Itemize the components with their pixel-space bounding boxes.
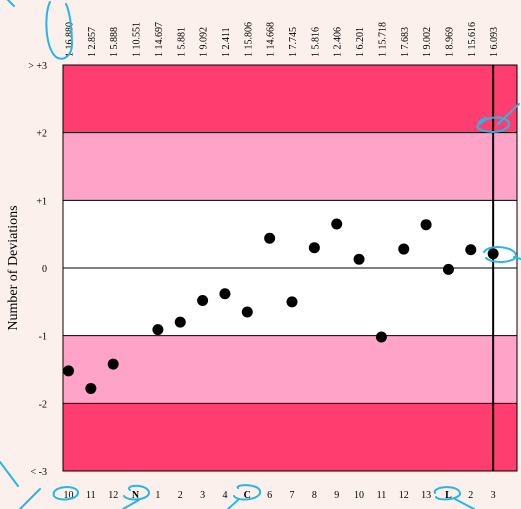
bottom-label: L xyxy=(445,490,452,501)
data-point xyxy=(241,306,253,318)
y-tick-label: +1 xyxy=(36,196,47,207)
bottom-label: 2 xyxy=(468,490,473,501)
data-point xyxy=(197,294,209,306)
data-point xyxy=(353,253,365,265)
current-point-circle xyxy=(483,246,518,263)
data-point xyxy=(420,219,432,231)
top-label: 1 15.806 xyxy=(243,22,254,57)
data-point xyxy=(286,296,298,308)
data-point xyxy=(308,242,320,254)
bottom-label: 8 xyxy=(312,490,317,501)
y-tick-label: -1 xyxy=(39,332,47,343)
top-label: 1 2.411 xyxy=(221,27,232,57)
data-point xyxy=(174,316,186,328)
top-label-circle xyxy=(45,1,74,60)
bottom-label: 13 xyxy=(421,490,431,501)
bottom-label: 10 xyxy=(354,490,364,501)
bottom-label: 11 xyxy=(86,490,96,501)
left-edge-stroke-2 xyxy=(0,461,19,487)
top-label: 1 6.201 xyxy=(355,27,366,57)
data-point xyxy=(152,324,164,336)
y-tick-label: < -3 xyxy=(31,467,47,478)
data-point xyxy=(63,365,74,377)
bottom-labels: 10 11 12 N 1 2 3 4 C 6 7 8 9 10 11 12 13 L 2 3 xyxy=(64,490,496,501)
top-label: 1 9.002 xyxy=(422,27,433,57)
data-point xyxy=(442,263,454,275)
band-4 xyxy=(63,403,517,471)
band-edge-circle xyxy=(476,116,510,133)
data-point xyxy=(487,248,499,260)
data-point xyxy=(398,243,410,255)
left-edge-stroke xyxy=(19,488,41,509)
top-label: 1 14.668 xyxy=(266,22,277,57)
top-label: 1 2.857 xyxy=(87,27,98,57)
top-label: 1 15.718 xyxy=(377,22,388,57)
current-point-stroke xyxy=(513,256,521,260)
n-label-circle xyxy=(123,484,150,501)
top-label: 1 5.816 xyxy=(310,27,321,57)
band-3 xyxy=(63,335,517,404)
bottom-label: 7 xyxy=(290,490,295,501)
data-point xyxy=(219,288,231,300)
band-0 xyxy=(63,65,517,133)
bottom-label: 6 xyxy=(267,490,272,501)
data-points xyxy=(63,218,499,394)
data-point xyxy=(85,382,97,394)
c-label-stroke xyxy=(227,499,239,509)
l-label-circle xyxy=(433,486,462,501)
y-tick-label: > +3 xyxy=(28,61,47,72)
bottom-label: 10 xyxy=(64,490,74,501)
top-label: 1 10.551 xyxy=(132,22,143,57)
band-edge-stroke xyxy=(497,103,520,125)
y-ticks: > +3 +2 +1 0 -1 -2 < -3 xyxy=(28,61,47,478)
y-tick-label: 0 xyxy=(42,264,47,275)
l-label-stroke xyxy=(454,498,475,509)
c-label-circle xyxy=(233,484,261,501)
data-point xyxy=(465,244,477,256)
data-point xyxy=(107,358,119,370)
corner-stroke xyxy=(7,0,15,7)
bottom-label: 3 xyxy=(491,490,496,501)
top-label: 1 6.093 xyxy=(489,27,500,57)
bottom-label: 11 xyxy=(377,490,387,501)
n-label-stroke xyxy=(122,499,140,509)
y-axis-label: Number of Deviations xyxy=(6,205,21,330)
y-tick-label: +2 xyxy=(36,129,47,140)
plot-frame xyxy=(62,64,518,472)
top-label: 1 5.881 xyxy=(176,27,187,57)
bottom-label: 3 xyxy=(200,490,205,501)
top-label: 1 7.683 xyxy=(400,27,411,57)
bottom-label: 12 xyxy=(399,490,409,501)
top-labels: 1 16.880 1 2.857 1 5.888 1 10.551 1 14.697 1 … xyxy=(65,22,501,57)
top-label: 1 8.969 xyxy=(444,27,455,57)
band-1 xyxy=(63,132,517,201)
data-point xyxy=(331,218,343,230)
data-point xyxy=(375,331,387,343)
top-label: 1 15.616 xyxy=(467,22,478,57)
bottom-label-circle xyxy=(52,486,79,501)
bottom-label: 9 xyxy=(334,490,339,501)
data-point xyxy=(264,232,276,244)
top-label: 1 16.880 xyxy=(65,22,76,57)
top-label: 1 7.745 xyxy=(288,27,299,57)
top-label: 1 14.697 xyxy=(154,22,165,57)
bottom-label: N xyxy=(132,490,140,501)
bottom-label: 4 xyxy=(222,490,227,501)
bottom-label: 1 xyxy=(155,490,160,501)
top-label: 1 5.888 xyxy=(109,27,120,57)
y-tick-label: -2 xyxy=(39,399,47,410)
bottom-label: C xyxy=(244,490,251,501)
bottom-label: 2 xyxy=(178,490,183,501)
top-label: 1 2.406 xyxy=(333,27,344,57)
bottom-label: 12 xyxy=(108,490,118,501)
top-label: 1 9.092 xyxy=(199,27,210,57)
